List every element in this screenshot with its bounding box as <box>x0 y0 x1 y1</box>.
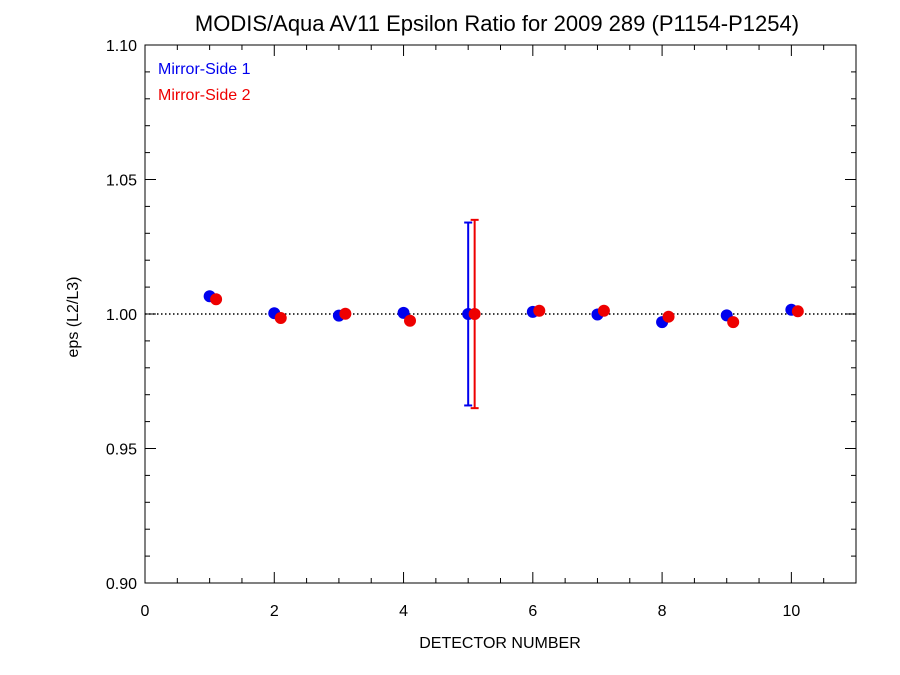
y-tick-label: 1.00 <box>106 307 137 324</box>
x-tick-label: 8 <box>658 603 667 620</box>
y-axis-label: eps (L2/L3) <box>65 277 82 358</box>
x-tick-label: 10 <box>782 603 800 620</box>
legend-entry-series-2: Mirror-Side 2 <box>158 87 251 104</box>
y-tick-label: 1.10 <box>106 38 137 55</box>
data-point-series-2 <box>597 304 610 317</box>
x-tick-label: 2 <box>270 603 279 620</box>
data-marks-group <box>203 218 804 410</box>
data-point-series-2 <box>533 304 546 317</box>
data-point-series-2 <box>662 310 675 323</box>
x-tick-label: 4 <box>399 603 408 620</box>
data-point-series-2 <box>791 305 804 318</box>
legend: Mirror-Side 1 Mirror-Side 2 <box>158 61 251 104</box>
data-point-series-2 <box>468 308 481 320</box>
data-point-series-2 <box>210 293 223 306</box>
data-point-series-2 <box>404 314 417 327</box>
legend-entry-series-1: Mirror-Side 1 <box>158 61 251 78</box>
y-tick-label: 0.90 <box>106 576 137 593</box>
y-tick-label: 1.05 <box>106 173 137 190</box>
y-tick-label: 0.95 <box>106 442 137 459</box>
chart-title: MODIS/Aqua AV11 Epsilon Ratio for 2009 2… <box>195 11 799 36</box>
data-point-series-2 <box>727 316 740 329</box>
x-tick-label: 6 <box>528 603 537 620</box>
axes-group: 0 2 4 6 8 10 0.90 0.95 1.00 1.05 1.10 <box>106 38 857 620</box>
data-point-series-2 <box>274 312 287 325</box>
x-tick-label: 0 <box>141 603 150 620</box>
x-axis-label: DETECTOR NUMBER <box>419 635 581 652</box>
data-point-series-2 <box>339 307 352 320</box>
